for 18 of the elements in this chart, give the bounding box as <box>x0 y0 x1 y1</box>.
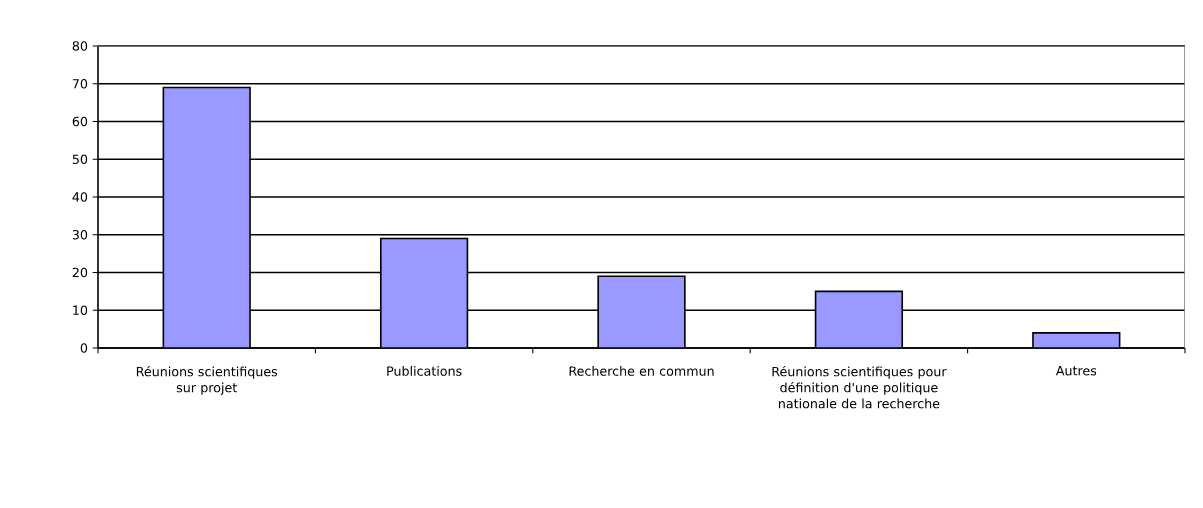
y-tick-label: 80 <box>72 41 88 51</box>
x-tick-label: Recherche en commun <box>569 366 714 376</box>
y-tick-label: 0 <box>80 343 88 353</box>
bar <box>379 237 469 348</box>
y-tick-label: 20 <box>72 267 88 278</box>
bar <box>162 86 251 348</box>
bar <box>814 290 904 348</box>
y-tick-label: 60 <box>72 116 88 127</box>
x-tick-label: Publications <box>387 366 462 376</box>
bar <box>597 275 686 348</box>
y-tick-label: 30 <box>72 229 88 240</box>
x-tick-label: Réunions scientifiques sur projet <box>136 366 278 395</box>
y-tick-label: 50 <box>72 154 88 165</box>
x-tick-label: Autres <box>1055 366 1097 376</box>
y-tick-label: 70 <box>72 78 88 89</box>
y-tick-label: 10 <box>73 305 88 316</box>
y-tick-label: 40 <box>72 192 88 202</box>
x-tick-label: Réunions scientifiques pour définition d'une politique nationale de la recherche <box>772 366 947 409</box>
